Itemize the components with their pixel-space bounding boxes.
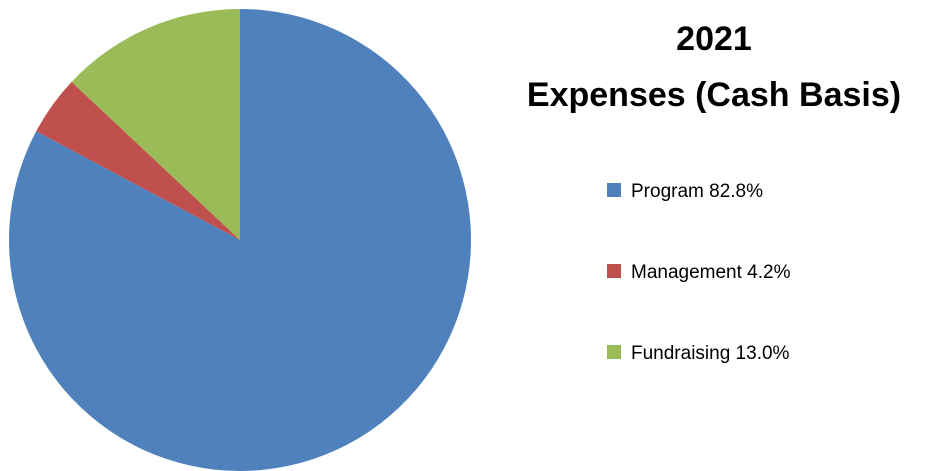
legend-label-management: Management 4.2% (631, 262, 791, 283)
chart-title-line-2: Expenses (Cash Basis) (527, 76, 901, 114)
chart-title-line-1: 2021 (676, 20, 752, 58)
legend: Program 82.8% Management 4.2% Fundraisin… (607, 181, 791, 364)
pie-slice-management (36, 81, 240, 241)
pie-slice-fundraising (71, 9, 240, 240)
legend-label-program: Program 82.8% (631, 181, 763, 202)
legend-swatch-program (607, 183, 621, 197)
legend-swatch-fundraising (607, 345, 621, 359)
legend-label-fundraising: Fundraising 13.0% (631, 343, 790, 364)
pie-slices (9, 9, 471, 471)
legend-swatch-management (607, 264, 621, 278)
pie-slice-program (9, 9, 471, 471)
